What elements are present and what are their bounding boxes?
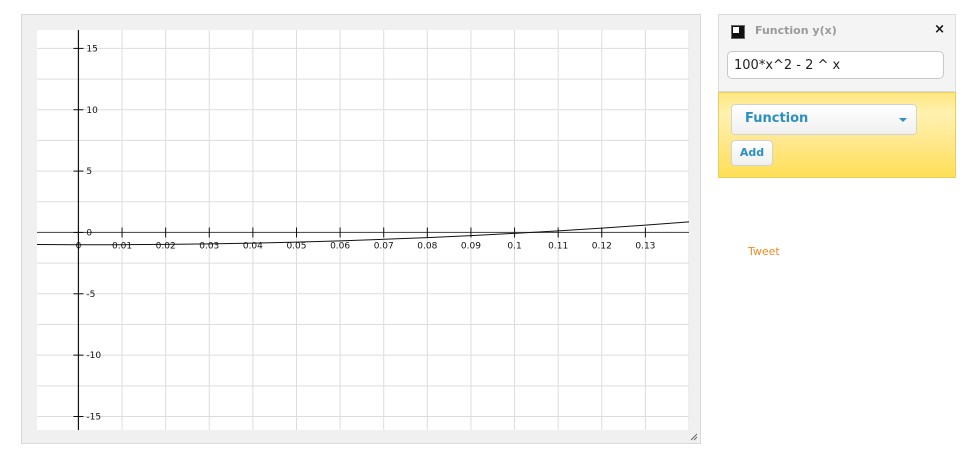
x-tick-label: 0	[76, 241, 82, 251]
function-expression-input[interactable]	[727, 51, 944, 79]
plot-panel: 0 0.01 0.02 0.03 0.04 0.05 0.06 0.07 0.08 0.09 0.1…	[21, 14, 701, 444]
x-tick-label: 0.1	[507, 241, 521, 251]
x-tick-label: 0.01	[112, 241, 132, 251]
x-tick-label: 0.06	[330, 241, 350, 251]
series-line	[37, 221, 689, 246]
function-title: Function y(x)	[755, 24, 837, 37]
y-tick-label: -10	[86, 351, 101, 361]
close-icon[interactable]: ×	[934, 22, 945, 37]
y-tick-label: 10	[86, 106, 98, 116]
x-tick-label: 0.05	[286, 241, 306, 251]
y-tick-label: 15	[86, 44, 97, 54]
x-tick-label: 0.09	[461, 241, 481, 251]
x-tick-label: 0.11	[548, 241, 568, 251]
function-color-swatch[interactable]	[731, 25, 745, 39]
x-tick-label: 0.08	[417, 241, 437, 251]
chevron-down-icon	[899, 118, 907, 122]
type-select[interactable]: Function	[731, 104, 917, 135]
x-tick-label: 0.02	[156, 241, 176, 251]
resize-handle-icon[interactable]	[690, 433, 698, 441]
plot-canvas[interactable]: 0 0.01 0.02 0.03 0.04 0.05 0.06 0.07 0.08 0.09 0.1…	[37, 30, 689, 430]
x-tick-label: 0.12	[592, 241, 612, 251]
y-tick-label: 5	[86, 167, 92, 177]
x-tick-label: 0.04	[243, 241, 263, 251]
function-chart[interactable]: 0 0.01 0.02 0.03 0.04 0.05 0.06 0.07 0.08 0.09 0.1…	[37, 30, 689, 430]
y-tick-label: -5	[86, 290, 95, 300]
tweet-link[interactable]: Tweet	[748, 245, 780, 258]
add-button[interactable]: Add	[731, 140, 773, 166]
function-card: Function y(x) ×	[718, 14, 956, 92]
x-tick-label: 0.13	[635, 241, 655, 251]
x-tick-label: 0.03	[199, 241, 219, 251]
type-select-value: Function	[745, 111, 809, 126]
y-tick-label: 0	[86, 228, 92, 238]
add-panel: Function Add	[718, 92, 956, 178]
x-tick-label: 0.07	[374, 241, 394, 251]
y-tick-label: -15	[86, 413, 101, 423]
